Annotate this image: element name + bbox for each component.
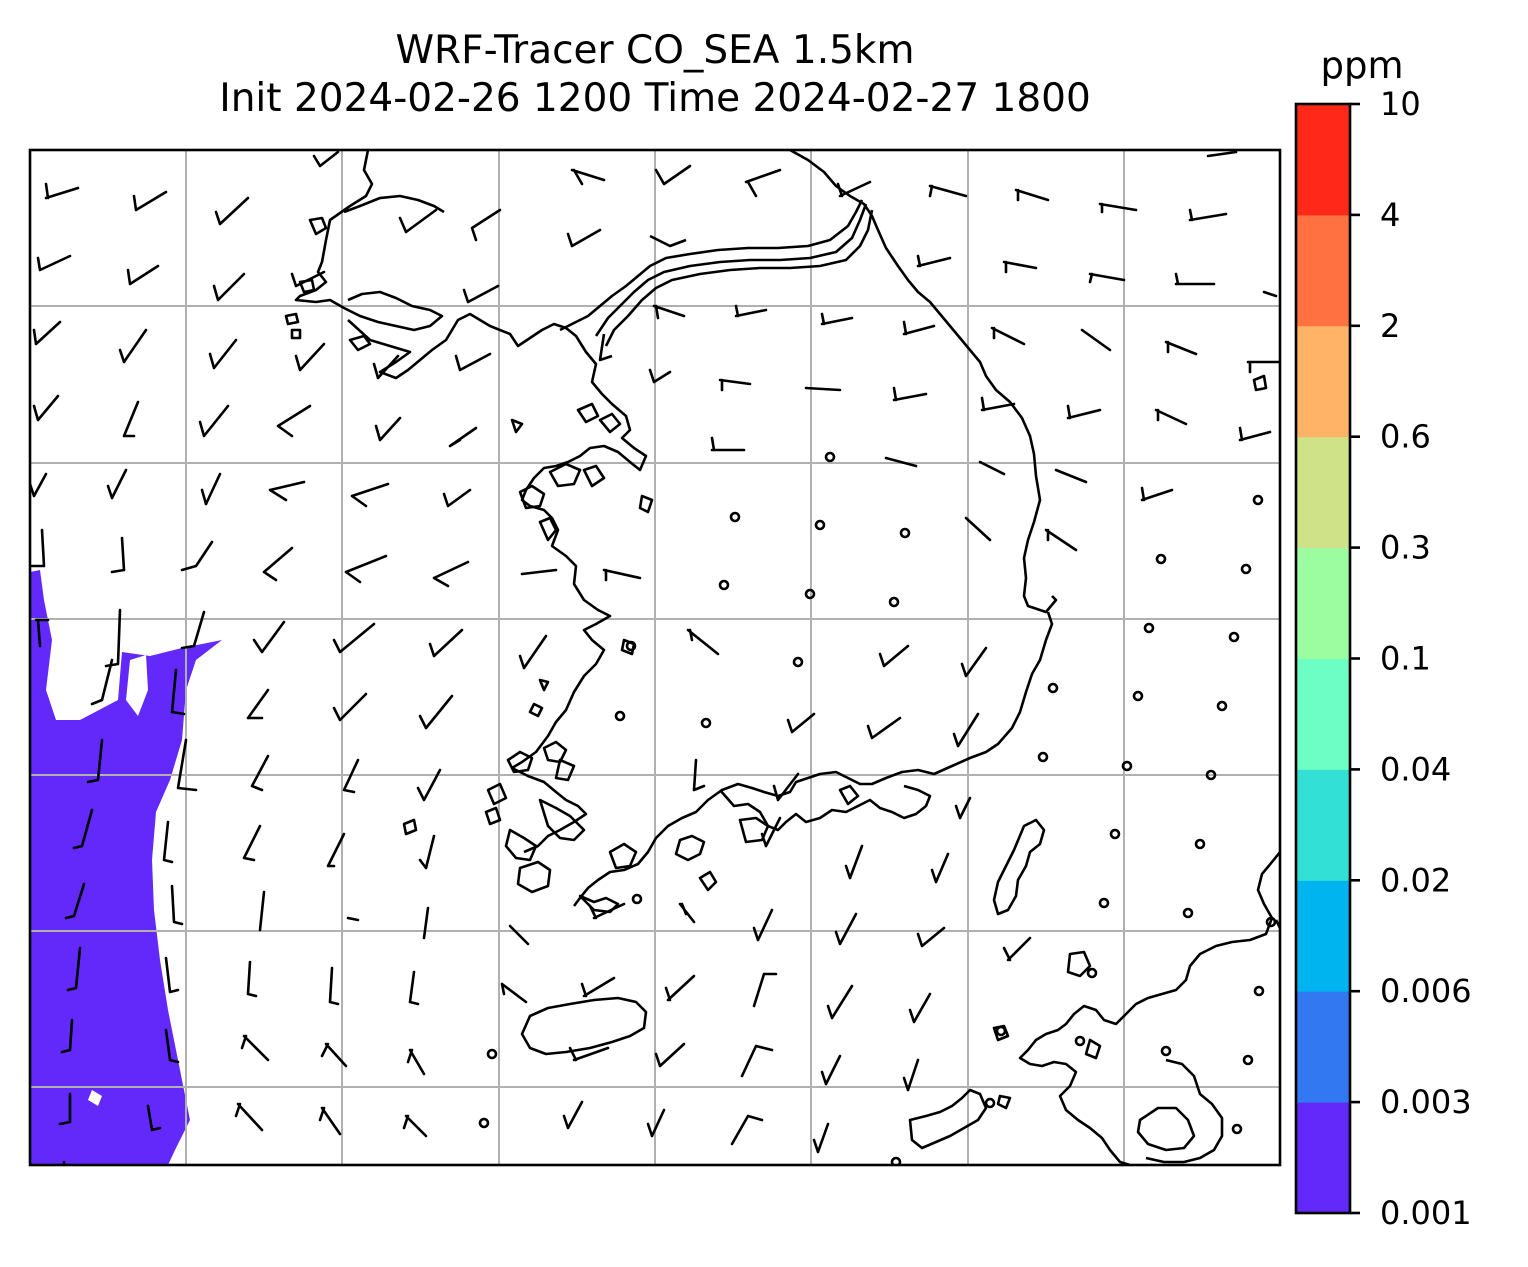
calm-wind-markers xyxy=(478,451,1277,1165)
map-title-line2: Init 2024-02-26 1200 Time 2024-02-27 180… xyxy=(219,76,1091,121)
colorbar-tick-label: 0.1 xyxy=(1380,640,1431,678)
colorbar-bin xyxy=(1296,769,1350,881)
coastlines xyxy=(284,150,1280,1165)
colorbar-tick-label: 0.04 xyxy=(1380,750,1451,788)
colorbar-bin xyxy=(1296,214,1350,327)
tracer-field-gap xyxy=(88,1090,102,1106)
colorbar-tick-label: 0.3 xyxy=(1380,529,1431,567)
colorbar-bin xyxy=(1296,1102,1350,1214)
colorbar-tick-label: 0.006 xyxy=(1380,972,1472,1010)
tracer-field-gap xyxy=(126,655,148,716)
colorbar-tick-label: 0.02 xyxy=(1380,861,1451,899)
colorbar-bin xyxy=(1296,325,1350,438)
colorbar-bin xyxy=(1296,658,1350,770)
map-title-line1: WRF-Tracer CO_SEA 1.5km xyxy=(395,28,915,73)
colorbar-tick-label: 10 xyxy=(1380,85,1421,123)
colorbar-bin xyxy=(1296,104,1350,216)
map-frame xyxy=(28,148,1282,1167)
map-panel xyxy=(30,150,1280,1165)
colorbar-tick-label: 0.003 xyxy=(1380,1083,1472,1121)
colorbar-tick-label: 0.6 xyxy=(1380,418,1431,456)
colorbar-tick-label: 2 xyxy=(1380,307,1400,345)
tracer-field-shading xyxy=(30,570,222,1165)
map-gridlines xyxy=(30,150,1280,1165)
colorbar: 0.001 0.003 0.006 0.02 0.04 0.1 0.3 0.6 2 4 10 xyxy=(1294,85,1472,1232)
colorbar-tick-label: 0.001 xyxy=(1380,1194,1472,1232)
colorbar-unit-label: ppm xyxy=(1320,44,1403,87)
colorbar-bin xyxy=(1296,436,1350,549)
colorbar-tick-label: 4 xyxy=(1380,196,1400,234)
colorbar-bin xyxy=(1296,991,1350,1103)
wind-barbs xyxy=(30,150,1280,1165)
colorbar-bin xyxy=(1296,547,1350,659)
colorbar-bin xyxy=(1296,880,1350,992)
tracer-field-gap xyxy=(62,640,92,690)
